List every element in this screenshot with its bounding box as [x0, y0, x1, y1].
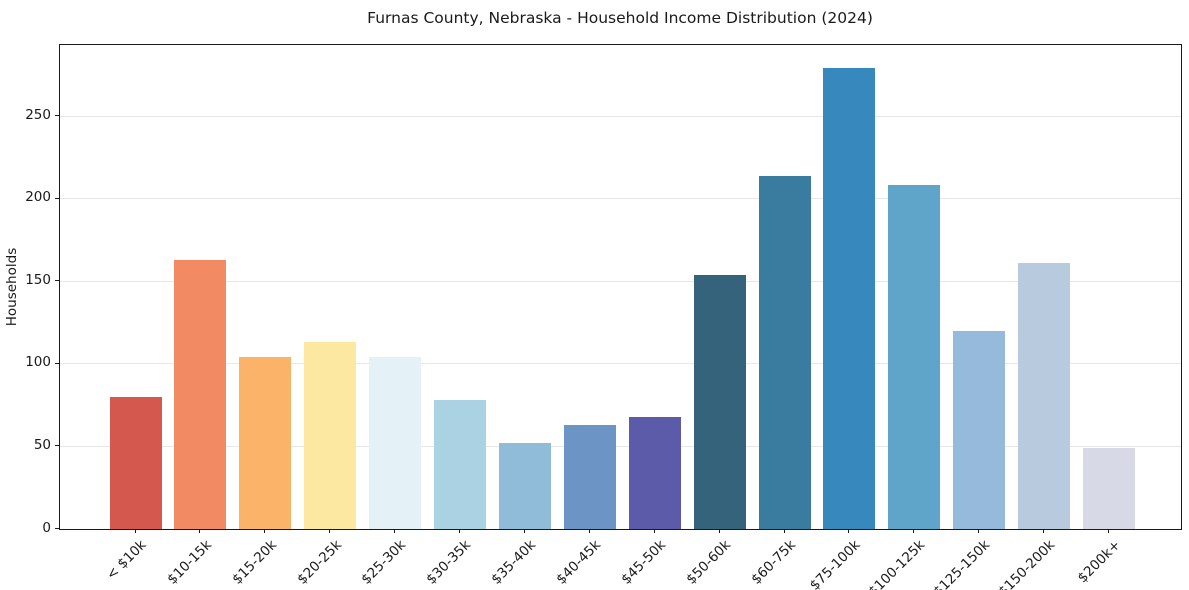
x-tick-mark-15-20k: [264, 529, 266, 533]
x-tick-label-60-75k: $60-75k: [748, 537, 799, 588]
x-tick-label-45-50k: $45-50k: [618, 537, 670, 588]
chart-title: Furnas County, Nebraska - Household Inco…: [367, 9, 873, 27]
y-tick-mark-0: [55, 528, 59, 529]
bar-50-60k: [693, 274, 746, 529]
gridline-250: [60, 115, 1181, 117]
bar-30-35k: [434, 400, 486, 529]
x-tick-label-25-30k: $25-30k: [358, 537, 410, 588]
bar-10-15k: [174, 259, 227, 529]
y-tick-label-250: 250: [25, 106, 51, 123]
x-tick-label-100-125k: $100-125k: [865, 537, 929, 590]
y-tick-label-200: 200: [25, 189, 51, 206]
bar-35-40k: [498, 443, 551, 529]
x-tick-label-35-40k: $35-40k: [488, 537, 540, 588]
bar-75-100k: [823, 68, 876, 529]
x-tick-label-15-20k: $15-20k: [228, 537, 280, 588]
plot-area: [59, 44, 1182, 530]
bar-150-200k: [1018, 263, 1071, 529]
x-tick-mark-30-35k: [459, 529, 460, 533]
bar-200kplus: [1083, 448, 1135, 529]
y-axis-label: Households: [4, 247, 20, 327]
bar-40-45k: [563, 424, 616, 529]
x-tick-mark-60-75k: [783, 529, 785, 533]
gridline-100: [60, 363, 1181, 365]
gridline-200: [60, 198, 1181, 200]
x-tick-label-30-35k: $30-35k: [423, 537, 475, 588]
bar-125-150k: [953, 330, 1006, 529]
x-tick-mark-75-100k: [848, 529, 850, 533]
x-tick-mark-125-150k: [978, 529, 980, 533]
x-tick-label-10k: < $10k: [103, 537, 150, 584]
x-tick-mark-40-45k: [588, 529, 590, 533]
gridline-150: [60, 280, 1181, 282]
bar-100-125k: [888, 185, 941, 529]
x-tick-label-200kplus: $200k+: [1074, 537, 1124, 587]
x-tick-mark-35-40k: [523, 529, 525, 533]
y-tick-label-0: 0: [42, 519, 51, 536]
x-tick-mark-50-60k: [718, 529, 720, 533]
bar-45-50k: [628, 416, 681, 529]
x-tick-mark-100-125k: [913, 529, 915, 533]
x-tick-mark-10k: [134, 529, 136, 533]
y-tick-mark-100: [55, 362, 59, 364]
bar-20-25k: [304, 342, 357, 529]
y-tick-mark-200: [55, 197, 59, 199]
x-tick-label-40-45k: $40-45k: [553, 537, 605, 588]
x-tick-label-50-60k: $50-60k: [683, 537, 734, 588]
bar-10k: [109, 396, 162, 529]
x-tick-mark-45-50k: [653, 529, 655, 533]
x-tick-label-10-15k: $10-15k: [164, 537, 215, 588]
y-tick-label-50: 50: [33, 436, 51, 453]
x-tick-mark-150-200k: [1043, 529, 1045, 533]
x-tick-label-75-100k: $75-100k: [806, 537, 864, 590]
bar-15-20k: [239, 357, 292, 529]
y-tick-mark-50: [55, 445, 59, 447]
x-tick-mark-25-30k: [394, 529, 396, 533]
bar-25-30k: [369, 357, 422, 529]
x-tick-mark-200kplus: [1108, 529, 1109, 533]
x-tick-label-20-25k: $20-25k: [293, 537, 345, 588]
y-tick-mark-150: [55, 280, 59, 282]
y-tick-label-150: 150: [25, 271, 51, 288]
x-tick-label-125-150k: $125-150k: [930, 537, 994, 590]
x-tick-mark-10-15k: [199, 529, 201, 533]
y-tick-mark-250: [55, 115, 59, 117]
gridline-50: [60, 445, 1181, 447]
bar-60-75k: [758, 175, 811, 529]
x-tick-label-150-200k: $150-200k: [995, 537, 1059, 590]
x-tick-mark-20-25k: [329, 529, 331, 533]
y-tick-label-100: 100: [25, 354, 51, 371]
